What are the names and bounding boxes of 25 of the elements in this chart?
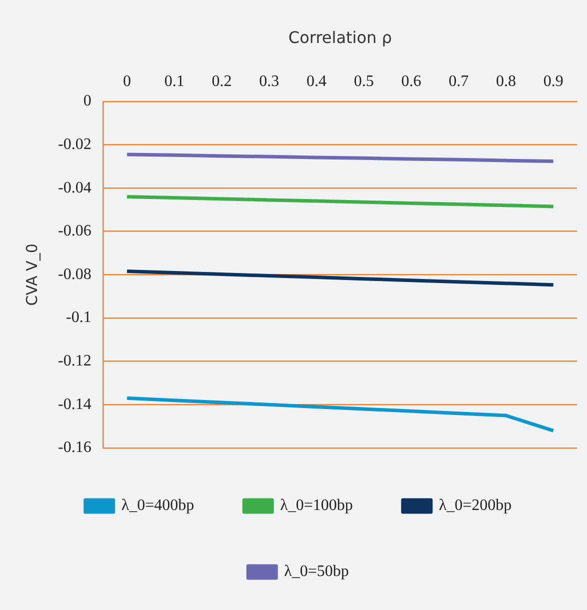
y-tick-label: -0.02 bbox=[58, 136, 92, 153]
x-tick-label: 0 bbox=[123, 73, 132, 90]
x-tick-label: 0.6 bbox=[401, 73, 422, 90]
y-tick-label: -0.1 bbox=[66, 309, 92, 326]
x-tick-label: 0.7 bbox=[448, 73, 469, 90]
y-axis-title: CVA V_0 bbox=[22, 244, 41, 306]
legend-label: λ_0=100bp bbox=[280, 497, 353, 514]
y-tick-label: 0 bbox=[83, 92, 92, 110]
legend-label: λ_0=50bp bbox=[284, 563, 349, 580]
y-tick-label: -0.04 bbox=[58, 179, 92, 196]
x-tick-label: 0.2 bbox=[212, 73, 232, 90]
y-tick-label: -0.06 bbox=[58, 222, 92, 240]
x-tick-label: 0.9 bbox=[543, 73, 564, 90]
x-tick-label: 0.1 bbox=[164, 73, 184, 90]
x-tick-label: 0.3 bbox=[259, 73, 280, 90]
x-tick-label: 0.8 bbox=[496, 73, 516, 90]
y-tick-label: -0.14 bbox=[58, 396, 92, 413]
x-tick-label: 0.4 bbox=[306, 73, 326, 90]
legend-label: λ_0=200bp bbox=[438, 497, 512, 514]
legend-label: λ_0=400bp bbox=[121, 497, 194, 514]
x-tick-label: 0.5 bbox=[354, 73, 374, 90]
y-tick-label: -0.12 bbox=[58, 352, 92, 370]
x-axis-title: Correlation ρ bbox=[288, 28, 392, 47]
y-tick-label: -0.16 bbox=[58, 439, 92, 456]
y-tick-label: -0.08 bbox=[58, 266, 92, 283]
